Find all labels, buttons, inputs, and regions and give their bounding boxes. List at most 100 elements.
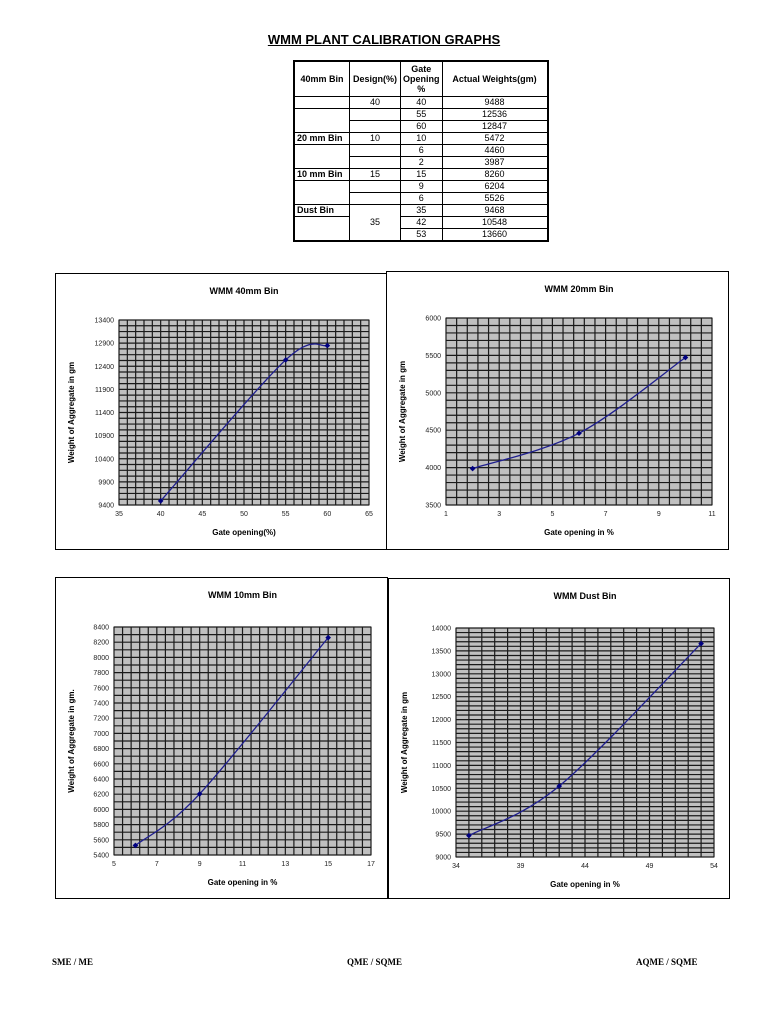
cell-bin	[293, 96, 350, 109]
y-tick-label: 5500	[425, 353, 441, 360]
y-axis-label: Weight of Aggregate in gm.	[67, 689, 76, 793]
footer-qme-sqme: QME / SQME	[347, 957, 403, 967]
y-tick-label: 8400	[93, 625, 109, 632]
x-tick-label: 65	[365, 511, 373, 518]
y-tick-label: 7600	[93, 685, 109, 692]
y-tick-label: 9500	[435, 832, 451, 839]
y-tick-label: 9000	[435, 855, 451, 862]
header-gate: Gate Opening%	[400, 60, 443, 97]
cell-weight: 6204	[441, 180, 548, 193]
y-tick-label: 12400	[95, 364, 115, 371]
y-tick-label: 13500	[432, 648, 452, 655]
cell-weight: 4460	[441, 144, 548, 157]
y-tick-label: 11900	[95, 387, 114, 394]
data-line	[468, 643, 702, 837]
y-tick-label: 6200	[93, 792, 109, 799]
cell-gate: 2	[400, 156, 443, 169]
cell-weight: 5526	[441, 192, 548, 205]
x-tick-label: 9	[198, 861, 202, 868]
cell-weight: 9468	[441, 204, 548, 217]
table-row: 6 4460	[293, 144, 548, 169]
data-point-marker	[282, 357, 289, 363]
cell-gate: 55	[400, 108, 443, 121]
y-tick-label: 8000	[93, 655, 109, 662]
x-tick-label: 17	[367, 861, 375, 868]
chart-10mm-bin: 5 7 9 11 13 15 17 5400 5600 5800 6000 6200 6400 6600 6…	[55, 577, 388, 899]
chart-dust-bin: 34 39 44 49 54 9000 9500 10000 10500 11000 11500 12…	[388, 578, 730, 899]
x-tick-label: 11	[239, 861, 246, 868]
y-tick-label: 12900	[95, 341, 115, 348]
chart-title: WMM 20mm Bin	[544, 284, 613, 294]
table-row: 42 10548	[293, 216, 548, 242]
cell-gate: 35	[400, 204, 443, 217]
x-axis-label: Gate opening in %	[208, 878, 278, 887]
table-row: 10 mm Bin 15 15 8260	[293, 168, 548, 181]
x-tick-label: 34	[452, 863, 460, 870]
cell-bin	[293, 216, 350, 242]
data-point-marker	[196, 791, 203, 797]
cell-bin: Dust Bin	[293, 204, 350, 217]
y-tick-label: 10900	[95, 433, 115, 440]
header-bin: 40mm Bin	[293, 60, 350, 97]
chart-title: WMM Dust Bin	[554, 591, 617, 601]
y-tick-label: 11400	[95, 410, 114, 417]
y-tick-label: 8200	[93, 640, 109, 647]
footer-aqme-sqme: AQME / SQME	[636, 957, 698, 967]
data-point-marker	[132, 842, 139, 849]
table-header-row: 40mm Bin Design(%) Gate Opening% Actual W…	[293, 60, 548, 97]
cell-bin: 10 mm Bin	[293, 168, 350, 181]
x-axis-label: Gate opening in %	[544, 528, 614, 537]
header-design: Design(%)	[349, 60, 401, 97]
cell-weight: 5472	[441, 132, 548, 145]
cell-gate: 42	[400, 216, 443, 229]
plot-area	[455, 627, 715, 858]
cell-design	[349, 156, 401, 169]
y-tick-label: 5600	[93, 837, 109, 844]
data-line	[160, 343, 328, 502]
x-tick-label: 45	[198, 511, 206, 518]
y-tick-label: 11500	[432, 740, 451, 747]
x-tick-label: 5	[550, 511, 554, 518]
cell-gate: 10	[400, 132, 443, 145]
chart-title: WMM 10mm Bin	[208, 590, 277, 600]
table-row: 20 mm Bin 10 10 5472	[293, 132, 548, 145]
x-tick-label: 39	[517, 863, 525, 870]
header-weight: Actual Weights(gm)	[441, 60, 548, 97]
cell-design	[349, 192, 401, 205]
x-tick-label: 49	[646, 863, 654, 870]
x-tick-label: 13	[281, 861, 289, 868]
cell-weight: 12847	[441, 120, 548, 133]
y-tick-label: 4500	[425, 428, 441, 435]
x-tick-label: 5	[112, 861, 116, 868]
y-tick-label: 5800	[93, 822, 109, 829]
table-row: 55 12536	[293, 108, 548, 133]
x-tick-label: 54	[710, 863, 718, 870]
y-tick-label: 10500	[432, 786, 452, 793]
y-tick-label: 10400	[95, 456, 115, 463]
cell-design	[349, 180, 401, 193]
y-tick-label: 6800	[93, 746, 109, 753]
y-tick-label: 3500	[425, 503, 441, 510]
cell-weight: 3987	[441, 156, 548, 169]
data-line	[135, 637, 329, 846]
plot-area	[445, 317, 713, 506]
y-axis-label: Weight of Aggregate in gm	[398, 361, 407, 462]
cell-bin	[293, 180, 350, 205]
x-tick-label: 35	[115, 511, 123, 518]
y-tick-label: 6400	[93, 777, 109, 784]
data-point-marker	[324, 342, 331, 349]
cell-gate: 15	[400, 168, 443, 181]
y-tick-label: 10000	[432, 809, 452, 816]
y-tick-label: 9900	[98, 479, 114, 486]
y-tick-label: 13400	[95, 318, 115, 325]
cell-bin	[293, 144, 350, 169]
y-tick-label: 11000	[432, 763, 451, 770]
data-point-marker	[157, 498, 164, 504]
y-axis-label: Weight of Aggregate in gm	[67, 362, 76, 463]
cell-gate: 53	[400, 228, 443, 242]
x-tick-label: 60	[323, 511, 331, 518]
y-tick-label: 6000	[93, 807, 109, 814]
y-tick-label: 14000	[432, 626, 452, 633]
cell-gate: 6	[400, 144, 443, 157]
x-tick-label: 50	[240, 511, 248, 518]
